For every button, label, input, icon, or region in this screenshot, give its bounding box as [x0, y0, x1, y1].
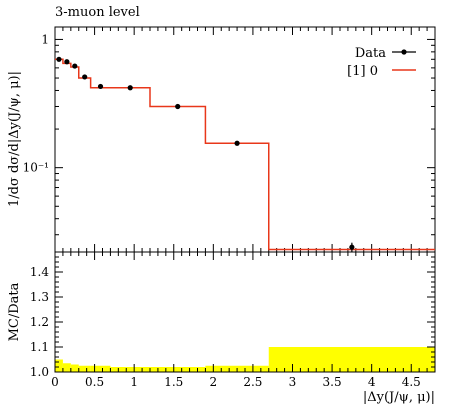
ratio-y-tick-label: 1.0 — [30, 365, 49, 379]
x-axis-label: |Δy(J/ψ, μ)| — [363, 390, 435, 405]
x-tick-label: 0.5 — [85, 375, 104, 389]
x-tick-label: 3 — [289, 375, 297, 389]
x-tick-label: 4 — [368, 375, 376, 389]
ratio-uncertainty-band — [55, 359, 63, 372]
x-tick-label: 2 — [210, 375, 218, 389]
ratio-panel: 1.0 1.1 1.2 1.3 1.4 0 0.5 1 1.5 2 2.5 3 3.5 4 4.5 MC/… — [7, 251, 436, 405]
data-point — [234, 140, 240, 146]
legend: Data [1] 0 — [347, 46, 416, 79]
ratio-y-tick-label: 1.3 — [30, 290, 49, 304]
main-y-tick-label: 10⁻¹ — [23, 161, 49, 175]
legend-label-data: Data — [355, 46, 386, 61]
x-tick-label: 4.5 — [402, 375, 421, 389]
legend-label-mc: [1] 0 — [347, 64, 378, 79]
ratio-uncertainty-band — [150, 367, 206, 372]
x-tick-label: 1 — [130, 375, 138, 389]
x-tick-label: 1.5 — [164, 375, 183, 389]
data-point — [56, 56, 62, 62]
main-panel: 10⁻¹ 1 Data [1] 0 1/dσ dσ/d|Δy(J/ψ, μ)| — [7, 26, 436, 253]
plot-title: 3-muon level — [55, 5, 140, 20]
data-point — [72, 63, 78, 69]
ratio-uncertainty-band — [78, 365, 91, 372]
data-point — [175, 103, 181, 110]
main-y-axis-label: 1/dσ dσ/d|Δy(J/ψ, μ)| — [7, 71, 22, 207]
x-tick-label: 2.5 — [243, 375, 262, 389]
x-tick-label: 3.5 — [323, 375, 342, 389]
ratio-uncertainty-band — [110, 367, 150, 372]
mc-step-line — [55, 58, 435, 251]
ratio-uncertainty-band — [70, 364, 79, 372]
ratio-y-axis-label: MC/Data — [7, 282, 22, 341]
data-point — [127, 85, 133, 91]
ratio-uncertainty-band — [90, 365, 111, 372]
legend-marker-data-dot — [401, 49, 407, 55]
ratio-uncertainty-band — [268, 347, 435, 372]
ratio-y-tick-label: 1.2 — [30, 315, 49, 329]
data-point — [82, 74, 88, 80]
ratio-y-tick-label: 1.1 — [30, 340, 49, 354]
main-y-tick-label: 1 — [41, 32, 49, 46]
ratio-y-tick-label: 1.4 — [30, 265, 49, 279]
data-point — [64, 59, 70, 65]
data-point — [349, 244, 355, 250]
ratio-uncertainty-band — [62, 363, 71, 372]
x-tick-label: 0 — [51, 375, 59, 389]
data-point — [97, 83, 104, 90]
